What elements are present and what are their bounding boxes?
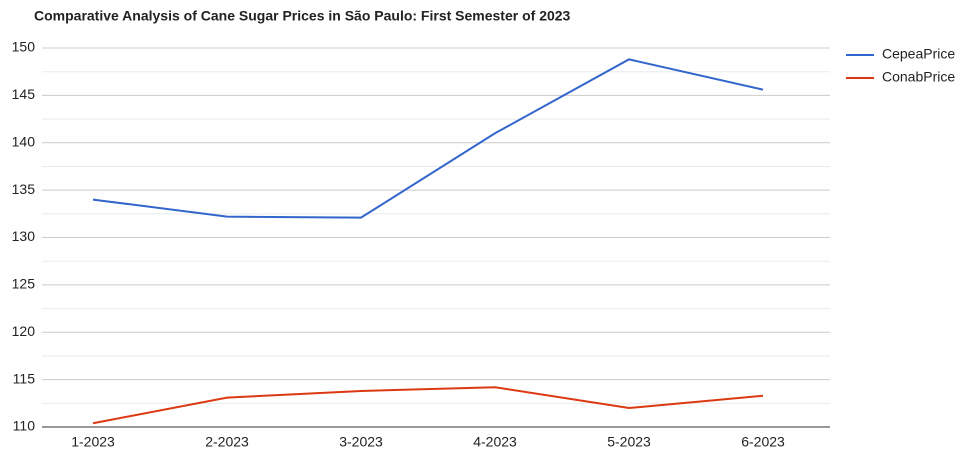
legend-label: CepeaPrice — [882, 46, 955, 62]
legend-label: ConabPrice — [882, 69, 955, 85]
y-tick-label: 115 — [13, 370, 36, 386]
x-tick-label: 2-2023 — [205, 434, 249, 450]
y-tick-label: 145 — [12, 86, 36, 102]
y-tick-label: 130 — [12, 228, 36, 244]
y-tick-label: 140 — [12, 133, 36, 149]
x-tick-label: 5-2023 — [607, 434, 651, 450]
x-tick-label: 6-2023 — [741, 434, 785, 450]
series-line — [92, 386, 764, 425]
y-tick-label: 125 — [12, 276, 36, 292]
x-tick-label: 4-2023 — [473, 434, 517, 450]
x-tick-label: 1-2023 — [71, 434, 115, 450]
y-tick-label: 150 — [12, 39, 36, 55]
chart-title: Comparative Analysis of Cane Sugar Price… — [34, 8, 571, 24]
x-tick-label: 3-2023 — [339, 434, 383, 450]
y-tick-label: 110 — [13, 418, 36, 434]
series-line — [92, 58, 764, 219]
y-tick-label: 120 — [12, 323, 36, 339]
y-tick-label: 135 — [12, 181, 36, 197]
